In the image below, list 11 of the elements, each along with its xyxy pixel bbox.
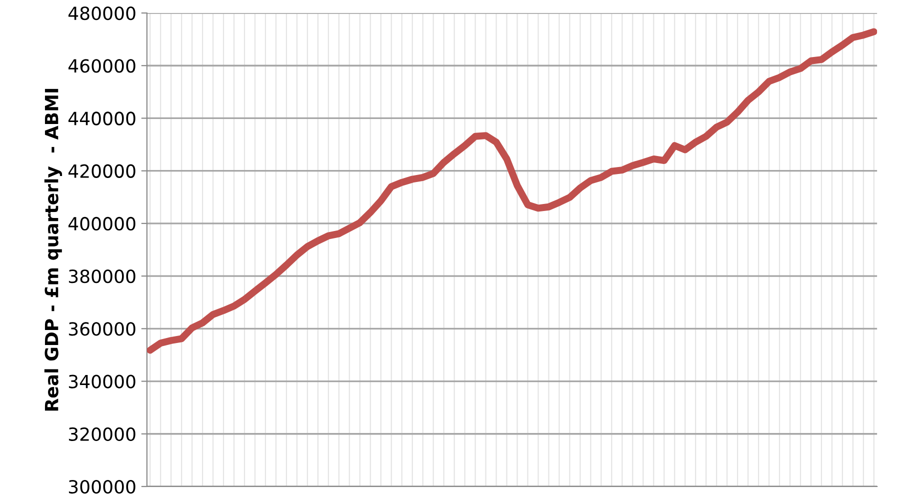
y-tick-label: 320000 [68, 427, 136, 442]
y-tick-label: 400000 [68, 216, 136, 231]
y-tick-label: 460000 [68, 59, 136, 73]
y-axis-title: Real GDP - £m quarterly - ABMI [44, 88, 62, 411]
y-tick-label: 480000 [68, 6, 136, 20]
y-tick-label: 440000 [68, 112, 136, 126]
y-tick-label: 360000 [68, 322, 136, 336]
y-tick-label: 340000 [68, 374, 136, 388]
y-tick-label: 300000 [68, 480, 136, 494]
y-tick-label: 420000 [68, 164, 136, 178]
y-tick-label: 380000 [68, 270, 136, 284]
